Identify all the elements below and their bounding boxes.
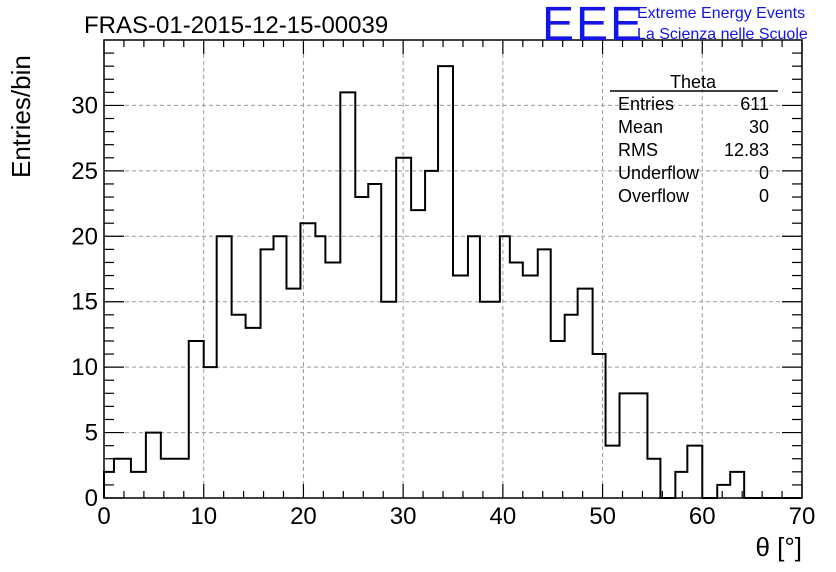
histogram-line — [103, 65, 802, 499]
logo-line1: Extreme Energy Events — [637, 5, 805, 22]
stats-label: RMS — [618, 140, 658, 160]
x-tick-label: 50 — [589, 503, 616, 530]
chart-title: FRAS-01-2015-12-15-00039 — [84, 12, 388, 39]
y-tick-label: 30 — [71, 92, 98, 119]
stats-value: 0 — [759, 163, 769, 183]
x-axis-label: θ [°] — [755, 532, 802, 562]
y-tick-label: 15 — [71, 289, 98, 316]
y-tick-label: 25 — [71, 158, 98, 185]
x-tick-label: 60 — [689, 503, 716, 530]
x-tick-label: 70 — [789, 503, 816, 530]
stats-label: Mean — [618, 117, 663, 137]
x-tick-label: 20 — [290, 503, 317, 530]
stats-label: Entries — [618, 94, 674, 114]
ticks-layer — [103, 40, 803, 499]
logo-mark: EEE — [542, 0, 644, 51]
y-tick-label: 20 — [71, 223, 98, 250]
stats-value: 0 — [759, 186, 769, 206]
stats-box: Theta Entries 611 Mean 30 RMS 12.83 Underflow 0… — [610, 72, 778, 206]
y-tick-label: 10 — [71, 354, 98, 381]
stats-label: Overflow — [618, 186, 690, 206]
logo: EEE Extreme Energy Events La Scienza nel… — [542, 0, 808, 51]
logo-line2: La Scienza nelle Scuole — [637, 26, 808, 43]
stats-title: Theta — [670, 72, 717, 92]
y-tick-label: 5 — [85, 420, 98, 447]
tick-labels-layer: 0 10 20 30 40 50 60 70 0 5 10 15 20 25 30 — [71, 92, 815, 530]
x-tick-label: 40 — [490, 503, 517, 530]
x-tick-label: 10 — [190, 503, 217, 530]
plot-frame — [103, 39, 803, 499]
x-tick-label: 0 — [97, 503, 110, 530]
y-tick-label: 0 — [85, 485, 98, 512]
stats-label: Underflow — [618, 163, 700, 183]
stats-value: 12.83 — [724, 140, 769, 160]
grid-layer — [104, 40, 802, 498]
stats-value: 30 — [749, 117, 769, 137]
x-tick-label: 30 — [390, 503, 417, 530]
y-axis-label: Entries/bin — [6, 55, 36, 178]
stats-rows: Entries 611 Mean 30 RMS 12.83 Underflow 0 Overfl… — [618, 94, 769, 206]
stats-value: 611 — [740, 94, 769, 114]
